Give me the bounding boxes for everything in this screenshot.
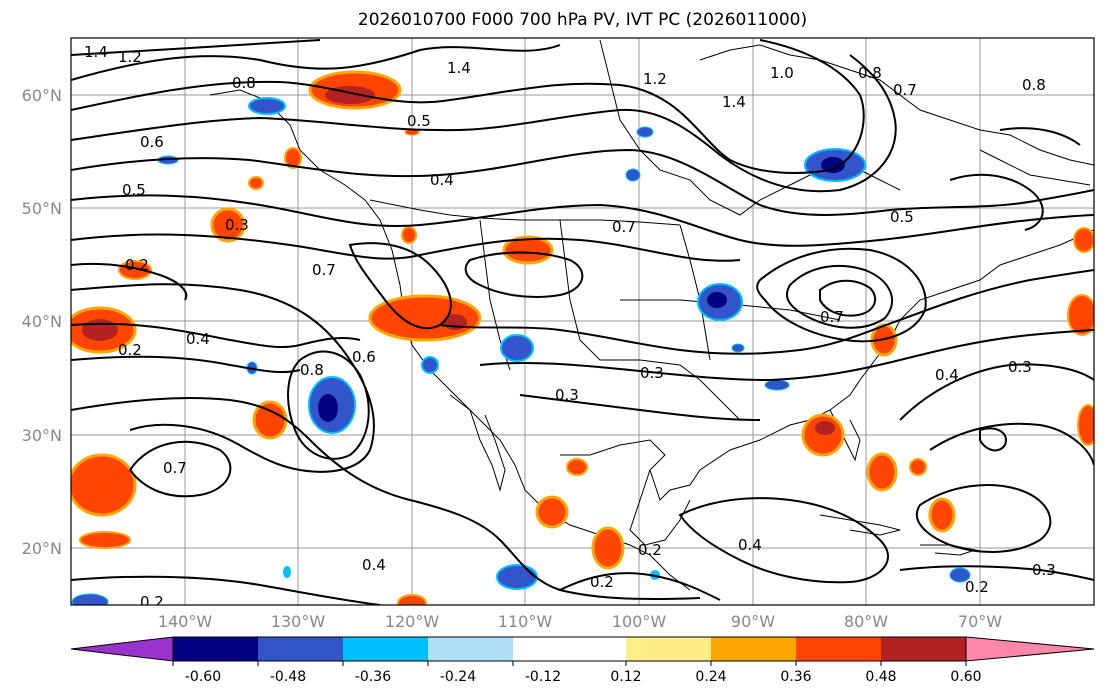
- contour-label: 0.4: [738, 536, 762, 554]
- contour-label: 0.7: [312, 261, 336, 279]
- contour-label: 0.5: [122, 181, 146, 199]
- contour-label: 0.7: [820, 308, 844, 326]
- colorbar-tick-label: -0.12: [525, 669, 561, 685]
- contour-label: 1.4: [447, 59, 471, 77]
- latitude-axis: 60°N 50°N 40°N 30°N 20°N: [22, 86, 62, 558]
- lon-label-110w: 110°W: [498, 612, 553, 631]
- lon-label-140w: 140°W: [158, 612, 213, 631]
- contour-label: 0.6: [140, 133, 164, 151]
- lat-label-20n: 20°N: [22, 539, 62, 558]
- contour-label: 0.4: [430, 171, 454, 189]
- contour-label: 0.5: [890, 208, 914, 226]
- map-title: 2026010700 F000 700 hPa PV, IVT PC (2026…: [357, 10, 808, 30]
- contour-label: 0.8: [232, 74, 256, 92]
- colorbar-tick-label: -0.24: [440, 669, 476, 685]
- contour-label: 0.2: [118, 341, 142, 359]
- contour-label: 1.4: [722, 93, 746, 111]
- lat-label-60n: 60°N: [22, 86, 62, 105]
- contour-label: 0.8: [858, 64, 882, 82]
- colorbar-tick-label: 0.48: [865, 669, 896, 685]
- colorbar-tick-label: -0.60: [185, 669, 221, 685]
- contour-label: 0.5: [407, 112, 431, 130]
- colorbar-tick-label: 0.60: [950, 669, 981, 685]
- colorbar-segment: [343, 637, 428, 661]
- contour-label: 0.4: [935, 366, 959, 384]
- contour-label: 1.2: [118, 48, 142, 66]
- colorbar-segment: [711, 637, 796, 661]
- lon-label-90w: 90°W: [731, 612, 775, 631]
- lon-label-100w: 100°W: [612, 612, 667, 631]
- contour-label: 0.2: [125, 256, 149, 274]
- colorbar-segment: [796, 637, 881, 661]
- colorbar-tick-label: 0.12: [610, 669, 641, 685]
- colorbar-tick-label: 0.24: [695, 669, 726, 685]
- lon-label-130w: 130°W: [271, 612, 326, 631]
- colorbar-tick-label: 0.36: [780, 669, 811, 685]
- colorbar-extend-right: [965, 636, 1095, 662]
- contour-label: 0.3: [640, 364, 664, 382]
- lat-label-40n: 40°N: [22, 312, 62, 331]
- negative-anomaly-regions: [71, 97, 971, 605]
- contour-label: 0.8: [300, 361, 324, 379]
- longitude-axis: 140°W 130°W 120°W 110°W 100°W 90°W 80°W …: [158, 612, 1002, 631]
- contour-label: 0.7: [163, 459, 187, 477]
- contour-label: 1.2: [643, 70, 667, 88]
- colorbar-segment: [258, 637, 343, 661]
- contour-label: 0.2: [140, 593, 164, 611]
- map-content: 1.4 1.2 0.8 1.4 1.2 1.0 0.8 0.7 0.8 1.4 …: [71, 38, 1094, 611]
- colorbar-tick-label: -0.48: [270, 669, 306, 685]
- lat-label-50n: 50°N: [22, 199, 62, 218]
- contour-label: 0.3: [555, 386, 579, 404]
- colorbar: -0.60 -0.48 -0.36 -0.24 -0.12 0.12 0.24 …: [70, 636, 1095, 685]
- colorbar-segment: [513, 637, 626, 661]
- contour-label: 0.2: [638, 541, 662, 559]
- colorbar-segment: [881, 637, 966, 661]
- contour-label: 0.2: [965, 578, 989, 596]
- contour-label: 0.3: [1032, 561, 1056, 579]
- contour-label: 0.4: [362, 556, 386, 574]
- contour-label: 0.6: [352, 348, 376, 366]
- colorbar-segment: [173, 637, 258, 661]
- contour-label: 1.0: [770, 64, 794, 82]
- lon-label-120w: 120°W: [385, 612, 440, 631]
- contour-label: 0.7: [612, 218, 636, 236]
- contour-label: 1.4: [84, 43, 108, 61]
- contour-label: 0.7: [893, 81, 917, 99]
- contour-label: 0.3: [1008, 358, 1032, 376]
- map-border: [70, 37, 1095, 606]
- pv-contours: [71, 39, 1094, 605]
- contour-label: 0.2: [590, 573, 614, 591]
- contour-label: 0.3: [225, 216, 249, 234]
- contour-label: 0.8: [1022, 76, 1046, 94]
- contour-label: 0.4: [186, 330, 210, 348]
- colorbar-segment: [428, 637, 513, 661]
- contour-labels: 1.4 1.2 0.8 1.4 1.2 1.0 0.8 0.7 0.8 1.4 …: [84, 43, 1056, 611]
- lat-label-30n: 30°N: [22, 426, 62, 445]
- lon-label-80w: 80°W: [844, 612, 888, 631]
- lon-label-70w: 70°W: [958, 612, 1002, 631]
- colorbar-tick-label: -0.36: [355, 669, 391, 685]
- colorbar-border: [172, 636, 967, 662]
- colorbar-extend-left: [70, 636, 174, 662]
- colorbar-segment: [626, 637, 711, 661]
